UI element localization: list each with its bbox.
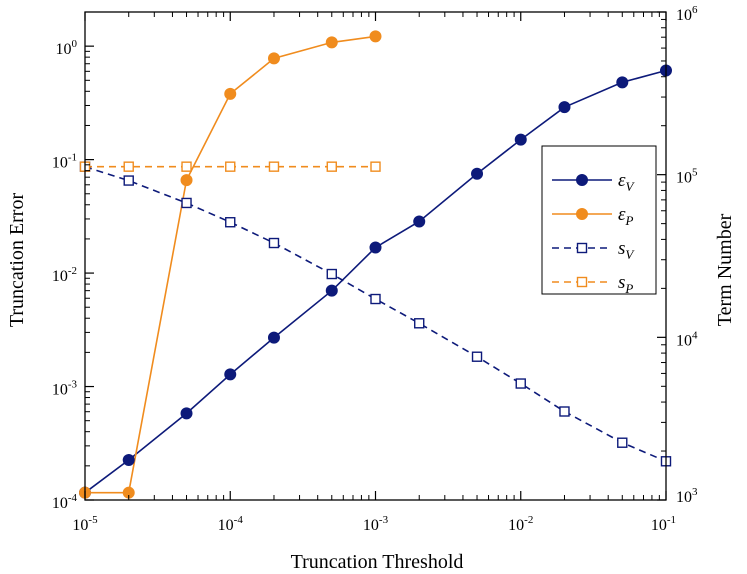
x-tick-label: 10-3	[363, 514, 389, 534]
legend-box	[541, 145, 657, 295]
s-p-point	[370, 161, 381, 172]
y-right-tick-label: 103	[676, 486, 698, 506]
y-left-tick-label: 100	[56, 38, 78, 58]
s-v-point	[370, 293, 381, 305]
eps-v-point	[369, 241, 382, 254]
x-tick-label: 10-2	[508, 514, 533, 534]
s-p-point	[123, 161, 134, 172]
y-left-tick-label: 10-3	[52, 379, 78, 399]
s-p-point	[268, 161, 280, 172]
s-p-point	[181, 161, 192, 172]
eps-p-point	[369, 30, 382, 43]
eps-p-point	[224, 87, 237, 100]
y-left-tick-label: 10-1	[52, 152, 77, 172]
eps-v-point-legend	[576, 174, 588, 186]
eps-p-line	[85, 35, 376, 494]
axes: 10-5 10-4 10-3 10-2 10-110-410-310-210-11001…	[52, 4, 698, 534]
s-v-point	[515, 378, 526, 389]
y-right-axis-title: Term Number	[714, 213, 736, 326]
eps-v-point	[224, 368, 237, 381]
x-tick-label: 10-1	[651, 514, 676, 534]
s-p-point	[326, 161, 337, 172]
y-right-tick-label: 104	[676, 329, 698, 349]
legend-label-eps-v: εV	[618, 170, 636, 194]
s-v-point	[326, 268, 337, 280]
s-v-point	[414, 318, 425, 329]
eps-v-point	[471, 167, 484, 180]
legend-label-s-v: sV	[618, 238, 635, 262]
s-v-point-legend	[576, 242, 588, 254]
y-right-tick-label: 105	[676, 167, 698, 187]
x-tick-label: 10-5	[72, 514, 98, 534]
legend-label-eps-p: εP	[618, 204, 634, 228]
legend: εV εP sV sP	[541, 145, 657, 296]
eps-p-point	[180, 174, 193, 187]
s-v-point	[617, 437, 628, 448]
eps-v-point	[325, 284, 338, 297]
s-v-point	[268, 237, 280, 249]
eps-p-point	[325, 36, 338, 49]
y-left-tick-label: 10-4	[52, 492, 78, 512]
eps-v-point	[413, 215, 426, 228]
s-v-point	[559, 406, 570, 417]
s-p-point-legend	[576, 276, 588, 288]
eps-v-point	[514, 133, 527, 146]
x-tick-label: 10-4	[218, 514, 244, 534]
s-v-point	[225, 217, 236, 228]
eps-v-point	[180, 407, 193, 420]
y-right-tick-label: 106	[676, 4, 698, 24]
s-v-point	[181, 197, 192, 209]
eps-p-point-legend	[576, 208, 588, 220]
x-axis-title: Truncation Threshold	[291, 551, 464, 573]
s-v-point	[123, 175, 134, 186]
eps-v-point	[616, 76, 629, 89]
s-v-point	[471, 351, 483, 362]
eps-v-point	[122, 454, 135, 467]
y-left-tick-label: 10-2	[52, 265, 77, 285]
eps-v-point	[558, 101, 571, 114]
eps-p-point	[267, 52, 280, 65]
y-left-axis-title: Truncation Error	[6, 193, 28, 328]
s-p-point	[225, 161, 236, 172]
eps-v-point	[267, 331, 280, 344]
legend-label-s-p: sP	[618, 272, 633, 296]
plot-area	[79, 30, 672, 499]
